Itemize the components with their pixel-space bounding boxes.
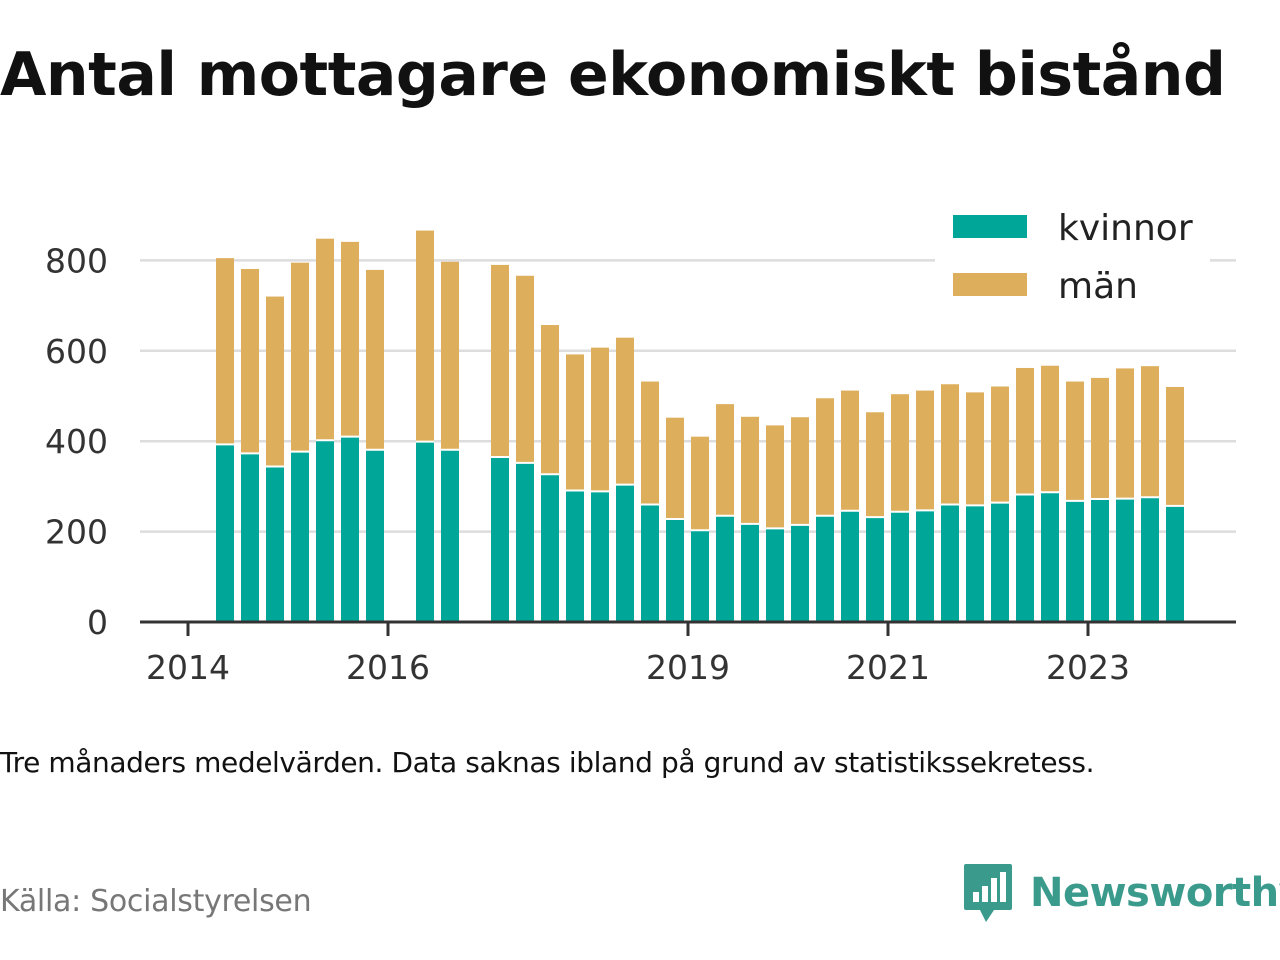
bar-man xyxy=(866,412,884,518)
bar-man xyxy=(1041,365,1059,493)
bar-man xyxy=(1166,386,1184,506)
bar-kvinnor xyxy=(241,453,259,622)
bar-kvinnor xyxy=(316,440,334,622)
bar-kvinnor xyxy=(966,505,984,622)
bar-man xyxy=(266,296,284,467)
bar-man xyxy=(516,275,534,463)
bar-kvinnor xyxy=(891,511,909,622)
y-tick-label: 0 xyxy=(87,603,108,642)
bar-man xyxy=(291,262,309,452)
bar-man xyxy=(791,417,809,525)
bar-kvinnor xyxy=(341,436,359,622)
bar-man xyxy=(916,390,934,511)
bar-man xyxy=(1016,367,1034,495)
newsworthy-brand[interactable]: Newsworthy xyxy=(962,862,1280,924)
bar-kvinnor xyxy=(816,515,834,622)
bar-kvinnor xyxy=(1116,498,1134,622)
newsworthy-logo-icon xyxy=(964,864,1012,922)
bar-man xyxy=(666,417,684,519)
bar-kvinnor xyxy=(691,530,709,622)
bar-kvinnor xyxy=(441,449,459,622)
bar-kvinnor xyxy=(916,510,934,622)
bar-kvinnor xyxy=(791,524,809,622)
legend-label: män xyxy=(1058,266,1138,307)
chart-title: Antal mottagare ekonomiskt bistånd xyxy=(0,40,1226,110)
bar-kvinnor xyxy=(491,457,509,622)
bar-man xyxy=(766,425,784,529)
x-tick-label: 2014 xyxy=(146,648,230,687)
bar-kvinnor xyxy=(616,484,634,622)
bar-man xyxy=(366,269,384,450)
bar-man xyxy=(491,264,509,458)
bar-kvinnor xyxy=(366,449,384,622)
chart-caption: Tre månaders medelvärden. Data saknas ib… xyxy=(0,746,1095,779)
bar-man xyxy=(541,325,559,475)
bar-man xyxy=(1116,368,1134,499)
bar-man xyxy=(441,261,459,450)
bar-kvinnor xyxy=(1141,497,1159,622)
bar-kvinnor xyxy=(941,504,959,622)
bar-man xyxy=(1066,381,1084,501)
bar-man xyxy=(1091,377,1109,500)
bar-man xyxy=(716,404,734,516)
x-tick-label: 2021 xyxy=(846,648,930,687)
bar-man xyxy=(1141,366,1159,498)
x-tick-label: 2019 xyxy=(646,648,730,687)
bar-man xyxy=(741,416,759,524)
bar-man xyxy=(591,347,609,492)
y-tick-label: 600 xyxy=(45,332,108,371)
bar-man xyxy=(966,392,984,506)
bar-kvinnor xyxy=(1041,492,1059,622)
bar-man xyxy=(991,386,1009,503)
bar-man xyxy=(841,390,859,511)
bar-kvinnor xyxy=(266,466,284,622)
bar-kvinnor xyxy=(766,528,784,622)
y-tick-label: 400 xyxy=(45,422,108,461)
bar-kvinnor xyxy=(866,517,884,622)
brand-name: Newsworthy xyxy=(1030,870,1280,916)
source-note: Källa: Socialstyrelsen xyxy=(0,884,312,919)
bar-kvinnor xyxy=(641,504,659,622)
bar-kvinnor xyxy=(216,444,234,622)
bar-man xyxy=(891,394,909,512)
legend-swatch xyxy=(953,273,1027,296)
bar-kvinnor xyxy=(666,518,684,622)
bar-kvinnor xyxy=(416,441,434,622)
x-tick-label: 2023 xyxy=(1046,648,1130,687)
bar-man xyxy=(341,241,359,437)
bar-kvinnor xyxy=(291,451,309,622)
bar-kvinnor xyxy=(1016,494,1034,622)
bar-kvinnor xyxy=(566,490,584,622)
bar-kvinnor xyxy=(541,474,559,622)
legend-label: kvinnor xyxy=(1058,208,1193,249)
bar-man xyxy=(641,381,659,505)
bar-kvinnor xyxy=(1091,499,1109,622)
bar-kvinnor xyxy=(716,515,734,622)
bar-man xyxy=(241,268,259,454)
bar-kvinnor xyxy=(991,502,1009,622)
bar-man xyxy=(616,337,634,485)
bar-man xyxy=(416,230,434,442)
bar-man xyxy=(941,384,959,505)
bar-kvinnor xyxy=(1166,505,1184,622)
legend-swatch xyxy=(953,215,1027,238)
y-tick-label: 800 xyxy=(45,241,108,280)
bar-man xyxy=(216,258,234,445)
bar-man xyxy=(566,354,584,491)
y-tick-label: 200 xyxy=(45,513,108,552)
bar-kvinnor xyxy=(741,523,759,622)
bar-kvinnor xyxy=(841,510,859,622)
x-tick-label: 2016 xyxy=(346,648,430,687)
bar-kvinnor xyxy=(516,462,534,622)
bar-kvinnor xyxy=(1066,500,1084,622)
bar-man xyxy=(316,238,334,441)
bar-man xyxy=(691,436,709,531)
bar-man xyxy=(816,398,834,516)
bar-chart: 0 200 400 600 800 2014 2016 2019 2021 2023 kvinnor… xyxy=(45,208,1236,687)
bar-kvinnor xyxy=(591,491,609,622)
